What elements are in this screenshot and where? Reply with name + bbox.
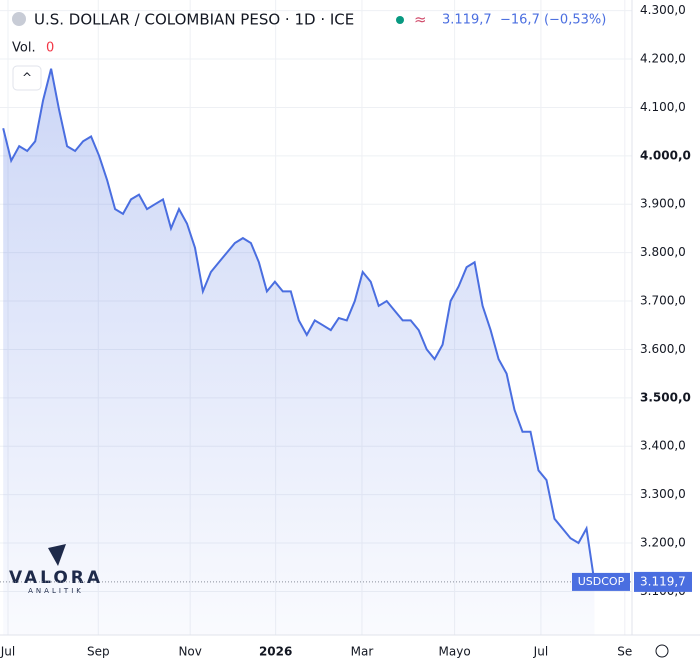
y-tick-label: 4.300,0	[640, 3, 686, 17]
x-tick-label: 2026	[259, 645, 292, 659]
brand: VALORA	[9, 568, 103, 588]
area-fill	[3, 68, 595, 635]
symbol-label: USDCOP	[578, 575, 625, 588]
settings-button[interactable]	[655, 644, 669, 658]
flag-icon	[12, 12, 26, 26]
collapse-button[interactable]	[12, 65, 42, 91]
last-price-tag	[634, 571, 692, 592]
x-tick-label: Mar	[351, 645, 374, 659]
x-tick-label: Jul	[0, 645, 15, 659]
brand-sub: ANALITIK	[28, 587, 84, 595]
y-tick-label: 4.100,0	[640, 100, 686, 114]
collapse-icon: ^	[22, 71, 32, 85]
x-tick-label: Nov	[178, 645, 201, 659]
y-tick-label: 3.900,0	[640, 197, 686, 211]
volume-label: Vol.	[12, 41, 36, 56]
status-dot	[396, 16, 404, 24]
y-tick-label: 3.200,0	[640, 536, 686, 550]
y-tick-label: 3.500,0	[640, 390, 691, 404]
chart-title: U.S. DOLLAR / COLOMBIAN PESO · 1D · ICE	[34, 11, 354, 29]
change: −16,7 (−0,53%)	[500, 13, 606, 28]
price-line	[2, 68, 596, 582]
last-price-label: 3.119,7	[640, 574, 686, 588]
volume-value: 0	[46, 41, 54, 56]
y-tick-label: 3.800,0	[640, 245, 686, 259]
x-tick-label: Mayo	[439, 645, 471, 659]
logo	[48, 544, 66, 566]
y-tick-label: 3.600,0	[640, 342, 686, 356]
y-tick-label: 4.200,0	[640, 52, 686, 66]
y-tick-label: 4.000,0	[640, 148, 691, 162]
x-tick-label: Sep	[87, 645, 110, 659]
x-tick-label: Se	[617, 645, 632, 659]
icon: ≈	[414, 11, 427, 29]
symbol-tag	[572, 572, 630, 591]
price: 3.119,7	[442, 13, 492, 28]
y-tick-label: 3.300,0	[640, 487, 686, 501]
x-tick-label: Jul	[533, 645, 548, 659]
y-tick-label: 3.700,0	[640, 294, 686, 308]
y-tick-label: 3.400,0	[640, 439, 686, 453]
